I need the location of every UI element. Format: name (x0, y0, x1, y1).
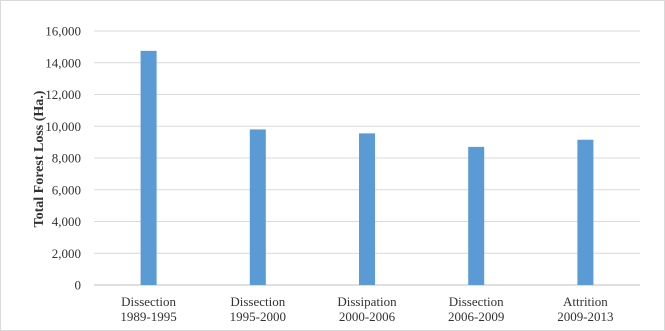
gridlines (94, 30, 640, 286)
y-tick-label: 16,000 (45, 24, 81, 39)
bar (468, 146, 485, 285)
x-category-label-line: Dissection (449, 294, 504, 309)
x-category-label: Attrition 2009-2013 (557, 294, 613, 324)
y-tick-label: 2,000 (52, 246, 81, 261)
bar (577, 139, 594, 285)
x-category-label-line: 2000-2006 (339, 309, 396, 324)
bar (140, 50, 157, 285)
bar (359, 133, 375, 285)
y-tick-labels: 0 2,000 4,000 6,000 8,000 10,000 12,000 14,000 1… (45, 24, 81, 293)
x-category-label: Dissection 2006-2009 (448, 294, 504, 324)
y-tick-label: 4,000 (52, 214, 81, 229)
x-category-label-line: Dissipation (337, 294, 397, 309)
x-category-label-line: 1989-1995 (120, 309, 176, 324)
bars (140, 50, 594, 285)
x-category-label: Dissipation 2000-2006 (337, 294, 397, 324)
x-category-label-line: 1995-2000 (230, 309, 286, 324)
x-category-label-line: 2009-2013 (557, 309, 613, 324)
y-tick-label: 12,000 (45, 87, 81, 102)
y-tick-label: 8,000 (52, 151, 81, 166)
y-axis-label: Total Forest Loss (Ha.) (32, 90, 47, 227)
x-category-label: Dissection 1995-2000 (230, 294, 286, 324)
y-tick-label: 10,000 (45, 119, 81, 134)
bar (249, 129, 266, 285)
y-tick-label: 14,000 (45, 55, 81, 70)
x-category-label: Dissection 1989-1995 (120, 294, 176, 324)
x-category-label-line: Dissection (230, 294, 285, 309)
y-tick-label: 6,000 (52, 182, 81, 197)
y-tick-label: 0 (75, 278, 82, 293)
x-category-label-line: Dissection (121, 294, 176, 309)
x-category-label-line: Attrition (563, 294, 608, 309)
x-category-label-line: 2006-2009 (448, 309, 504, 324)
